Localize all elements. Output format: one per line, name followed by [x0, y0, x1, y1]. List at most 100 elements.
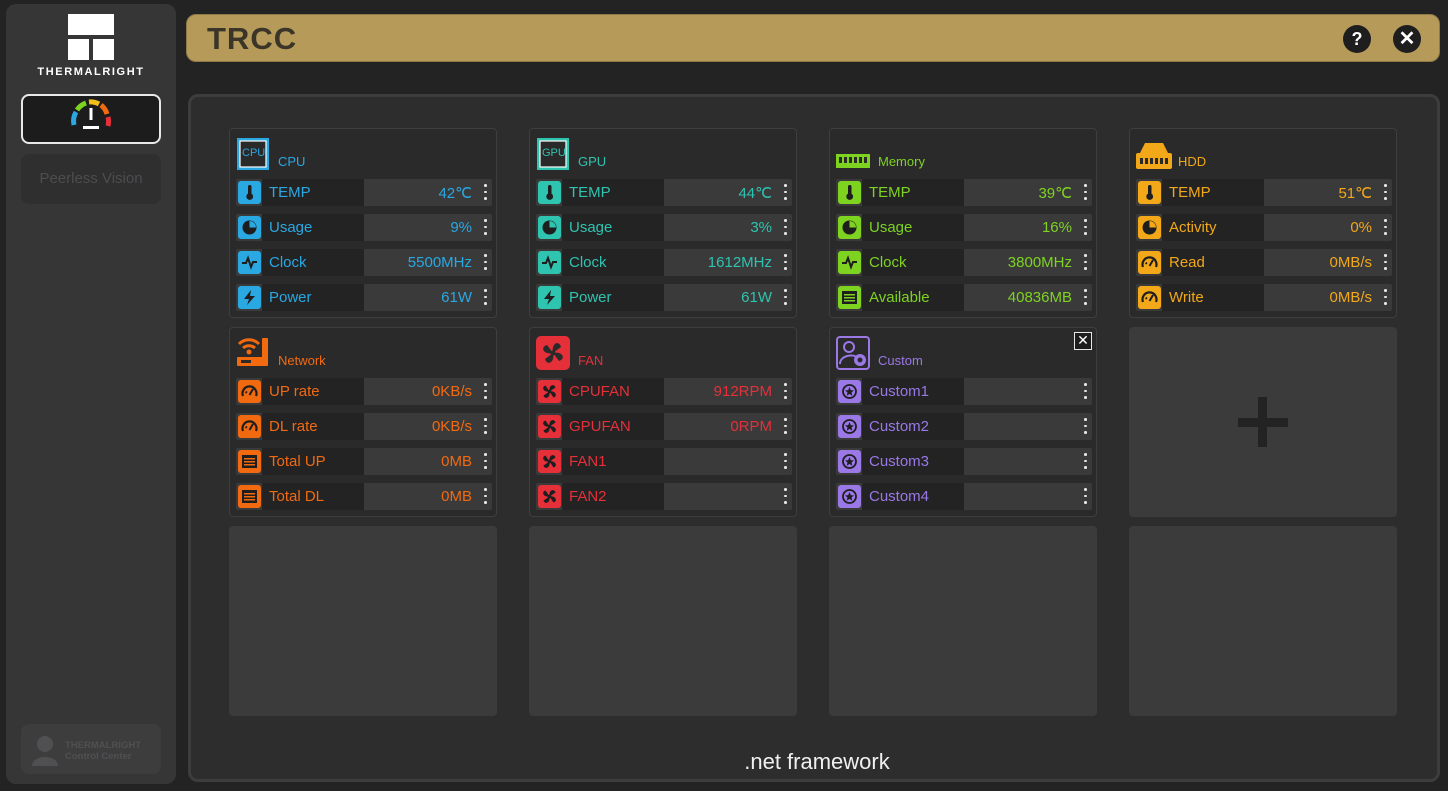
- control-center-badge[interactable]: THERMALRIGHT Control Center: [21, 724, 161, 774]
- cpu-card: CPU CPU TEMP 42℃ Usage 9% Clock 5500MHz Power 6…: [229, 128, 497, 318]
- more-options-icon[interactable]: [783, 451, 787, 471]
- empty-card-slot[interactable]: [1129, 526, 1397, 716]
- sensor-label: Custom2: [869, 418, 930, 435]
- sensor-row[interactable]: TEMP 42℃: [236, 179, 492, 206]
- sensor-row[interactable]: UP rate 0KB/s: [236, 378, 492, 405]
- more-options-icon[interactable]: [483, 381, 487, 401]
- more-options-icon[interactable]: [483, 416, 487, 436]
- sensor-row[interactable]: Power 61W: [236, 284, 492, 311]
- sensor-label: Custom1: [869, 383, 930, 400]
- close-window-button[interactable]: ✕: [1393, 25, 1421, 53]
- more-options-icon[interactable]: [1083, 217, 1087, 237]
- empty-card-slot[interactable]: [529, 526, 797, 716]
- help-button[interactable]: ?: [1343, 25, 1371, 53]
- peerless-vision-nav-button[interactable]: Peerless Vision: [21, 154, 161, 204]
- brand-name: THERMALRIGHT: [37, 66, 145, 78]
- sensor-row[interactable]: Custom2: [836, 413, 1092, 440]
- sensor-row[interactable]: Available 40836MB: [836, 284, 1092, 311]
- sensor-row[interactable]: Total UP 0MB: [236, 448, 492, 475]
- more-options-icon[interactable]: [783, 381, 787, 401]
- sensor-row[interactable]: GPUFAN 0RPM: [536, 413, 792, 440]
- more-options-icon[interactable]: [1083, 486, 1087, 506]
- sensor-row[interactable]: Clock 3800MHz: [836, 249, 1092, 276]
- more-options-icon[interactable]: [783, 252, 787, 272]
- custom-star-icon: [838, 415, 861, 438]
- more-options-icon[interactable]: [483, 217, 487, 237]
- sensor-row[interactable]: Custom4: [836, 483, 1092, 510]
- sensor-row[interactable]: DL rate 0KB/s: [236, 413, 492, 440]
- card-title: CPU: [278, 154, 306, 169]
- sensor-row[interactable]: Usage 3%: [536, 214, 792, 241]
- sensor-row[interactable]: Write 0MB/s: [1136, 284, 1392, 311]
- sensor-value: 42℃: [438, 185, 472, 202]
- sensor-row[interactable]: TEMP 39℃: [836, 179, 1092, 206]
- sensor-label-box: Available: [862, 284, 964, 311]
- sensor-label: Read: [1169, 254, 1205, 271]
- add-card-button[interactable]: [1129, 327, 1397, 517]
- remove-custom-card-button[interactable]: ✕: [1074, 332, 1092, 350]
- sensor-row[interactable]: TEMP 44℃: [536, 179, 792, 206]
- sensor-row[interactable]: Clock 1612MHz: [536, 249, 792, 276]
- thermalright-logo-mark: [68, 14, 114, 60]
- more-options-icon[interactable]: [1083, 182, 1087, 202]
- more-options-icon[interactable]: [1083, 381, 1087, 401]
- sensor-row[interactable]: Clock 5500MHz: [236, 249, 492, 276]
- sensor-row[interactable]: Total DL 0MB: [236, 483, 492, 510]
- sensor-label: TEMP: [869, 184, 911, 201]
- sensor-row[interactable]: FAN2: [536, 483, 792, 510]
- more-options-icon[interactable]: [483, 486, 487, 506]
- sensor-label-box: Power: [262, 284, 364, 311]
- control-center-line2: Control Center: [65, 751, 132, 762]
- sensor-label: TEMP: [1169, 184, 1211, 201]
- memory-stick-icon: [836, 137, 870, 171]
- empty-card-slot[interactable]: [229, 526, 497, 716]
- sensor-label: Available: [869, 289, 930, 306]
- sensor-value: 0KB/s: [431, 383, 472, 400]
- sensor-value: 0MB: [441, 488, 472, 505]
- sensor-value: 9%: [450, 219, 472, 236]
- more-options-icon[interactable]: [783, 217, 787, 237]
- more-options-icon[interactable]: [1083, 287, 1087, 307]
- sensor-row[interactable]: Activity 0%: [1136, 214, 1392, 241]
- card-title: FAN: [578, 353, 604, 368]
- more-options-icon[interactable]: [483, 451, 487, 471]
- gpu-icon-text: GPU: [542, 147, 566, 159]
- sensor-row[interactable]: TEMP 51℃: [1136, 179, 1392, 206]
- more-options-icon[interactable]: [783, 416, 787, 436]
- sensor-label: CPUFAN: [569, 383, 630, 400]
- fan-large-icon: [536, 336, 570, 370]
- gpu-card: GPU GPU TEMP 44℃ Usage 3% Clock 1612MHz Power 6…: [529, 128, 797, 318]
- thermalright-logo: THERMALRIGHT: [6, 14, 176, 84]
- more-options-icon[interactable]: [1383, 182, 1387, 202]
- more-options-icon[interactable]: [1383, 252, 1387, 272]
- custom-user-icon: [836, 336, 870, 370]
- sensor-row[interactable]: Power 61W: [536, 284, 792, 311]
- more-options-icon[interactable]: [1383, 287, 1387, 307]
- more-options-icon[interactable]: [783, 182, 787, 202]
- sensor-label-box: Power: [562, 284, 664, 311]
- sensor-label-box: Usage: [562, 214, 664, 241]
- sensor-row[interactable]: FAN1: [536, 448, 792, 475]
- more-options-icon[interactable]: [783, 486, 787, 506]
- sensor-label-box: Clock: [562, 249, 664, 276]
- more-options-icon[interactable]: [483, 182, 487, 202]
- sensor-row[interactable]: Usage 9%: [236, 214, 492, 241]
- more-options-icon[interactable]: [1083, 451, 1087, 471]
- sensor-row[interactable]: Read 0MB/s: [1136, 249, 1392, 276]
- more-options-icon[interactable]: [783, 287, 787, 307]
- sensor-label-box: Clock: [262, 249, 364, 276]
- sensor-row[interactable]: Custom1: [836, 378, 1092, 405]
- sensor-label: Power: [569, 289, 612, 306]
- sensor-row[interactable]: CPUFAN 912RPM: [536, 378, 792, 405]
- empty-card-slot[interactable]: [829, 526, 1097, 716]
- lightning-icon: [238, 286, 261, 309]
- sensor-row[interactable]: Usage 16%: [836, 214, 1092, 241]
- more-options-icon[interactable]: [1383, 217, 1387, 237]
- sensor-row[interactable]: Custom3: [836, 448, 1092, 475]
- more-options-icon[interactable]: [1083, 416, 1087, 436]
- more-options-icon[interactable]: [483, 287, 487, 307]
- sensor-label-box: Custom3: [862, 448, 964, 475]
- more-options-icon[interactable]: [483, 252, 487, 272]
- more-options-icon[interactable]: [1083, 252, 1087, 272]
- dashboard-nav-button[interactable]: [21, 94, 161, 144]
